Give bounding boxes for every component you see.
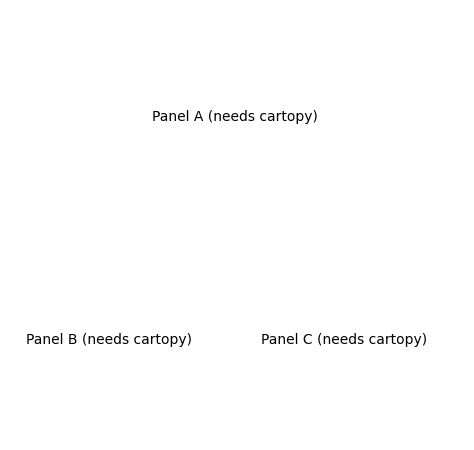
Text: Panel B (needs cartopy): Panel B (needs cartopy) [26,333,192,347]
Text: Panel A (needs cartopy): Panel A (needs cartopy) [152,110,318,124]
Text: Panel C (needs cartopy): Panel C (needs cartopy) [261,333,427,347]
